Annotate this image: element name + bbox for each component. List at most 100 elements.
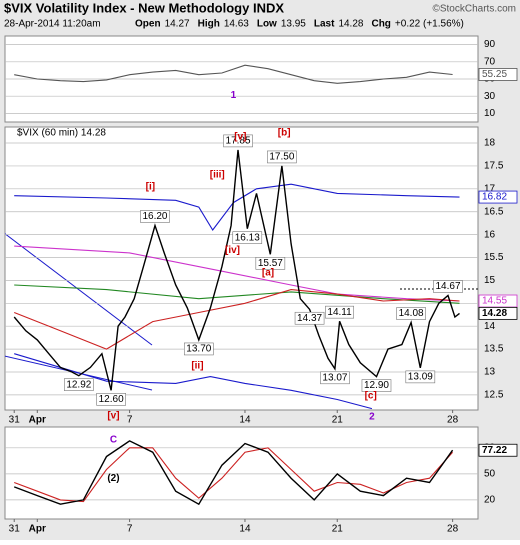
x-tick-label: 14 — [239, 524, 251, 535]
x-tick-label: 7 — [127, 524, 133, 535]
data-label: 15.57 — [258, 258, 283, 269]
plot-area — [5, 440, 478, 506]
data-label: 17.85 — [226, 136, 251, 147]
y-tick-label: 15.5 — [484, 252, 504, 263]
annotation: [a] — [262, 268, 274, 279]
y-tick-label: 15 — [484, 275, 496, 286]
last-value-box — [478, 306, 518, 320]
last-value-label: 16.82 — [482, 192, 507, 203]
x-tick-label: 28 — [447, 524, 459, 535]
annotation: [c] — [365, 390, 377, 401]
data-label-box — [140, 210, 170, 223]
y-tick-label: 17 — [484, 183, 496, 194]
quote-value: 14.28 — [338, 19, 363, 30]
data-label: 16.13 — [235, 232, 260, 243]
last-value-box — [478, 190, 518, 204]
series-line — [14, 447, 454, 503]
annotation: [ii] — [191, 361, 203, 372]
plot-area — [5, 44, 478, 114]
annotation: C — [110, 435, 117, 446]
datetime: 28-Apr-2014 11:20am — [4, 19, 101, 30]
quote-value: 13.95 — [281, 19, 306, 30]
x-tick-label: 31 — [9, 524, 21, 535]
trendline — [5, 233, 153, 346]
annotation: (2) — [107, 473, 119, 484]
y-tick-label: 70 — [484, 56, 496, 67]
annotation: [b] — [278, 128, 291, 139]
last-value-label: 77.22 — [482, 445, 507, 456]
annotation: [v] — [107, 411, 119, 422]
x-tick-label: 31 — [9, 415, 21, 426]
data-label: 13.09 — [408, 372, 433, 383]
data-label-box — [433, 280, 463, 293]
x-tick-label: 21 — [332, 415, 344, 426]
y-tick-label: 90 — [484, 39, 496, 50]
y-tick-label: 10 — [484, 108, 496, 119]
data-label: 16.20 — [142, 211, 167, 222]
last-value-box — [478, 68, 518, 81]
quote-label: High — [198, 19, 220, 30]
data-label: 14.08 — [399, 308, 424, 319]
data-label-box — [361, 379, 392, 392]
series-line — [13, 440, 454, 506]
plot-area — [5, 142, 478, 410]
last-value-label: 14.55 — [482, 296, 507, 307]
y-tick-label: 16.5 — [484, 206, 504, 217]
y-tick-label: 30 — [484, 91, 496, 102]
y-tick-label: 50 — [484, 469, 496, 480]
quote-value: 14.63 — [224, 19, 249, 30]
y-tick-label: 16 — [484, 229, 496, 240]
y-tick-label: 12.5 — [484, 390, 504, 401]
data-label: 14.11 — [327, 307, 352, 318]
y-tick-label: 17.5 — [484, 161, 504, 172]
data-label: 12.90 — [364, 380, 389, 391]
data-label-box — [255, 257, 286, 270]
x-tick-label: Apr — [29, 524, 46, 535]
annotation: [v] — [234, 132, 246, 143]
annotation: 2 — [369, 412, 375, 423]
data-label: 13.07 — [322, 372, 347, 383]
chart-title: $VIX Volatility Index - New Methodology … — [4, 0, 284, 15]
series-line — [13, 289, 460, 350]
last-value-label: 14.28 — [482, 308, 507, 319]
data-label-box — [325, 305, 355, 319]
y-tick-label: 13 — [484, 367, 496, 378]
data-label: 13.70 — [186, 344, 211, 355]
series-line — [14, 245, 460, 302]
legend: $VIX (60 min) 14.28 — [17, 128, 106, 139]
data-label-box — [96, 393, 126, 406]
data-label-box — [183, 342, 214, 356]
data-label-box — [396, 307, 426, 320]
data-label-box — [64, 378, 94, 391]
series-line — [13, 149, 460, 391]
panel — [4, 426, 479, 520]
quote-label: Chg — [371, 19, 390, 30]
data-label-box — [405, 370, 436, 384]
x-tick-label: 7 — [127, 415, 133, 426]
quote-label: Last — [314, 19, 335, 30]
x-tick-label: 14 — [239, 415, 251, 426]
panel — [4, 126, 479, 411]
series-line — [14, 64, 453, 84]
quote-label: Low — [257, 19, 277, 30]
data-label-box — [320, 371, 350, 385]
data-label: 17.50 — [269, 152, 294, 163]
data-label: 14.37 — [297, 313, 322, 324]
quote-value: +0.22 (+1.56%) — [395, 19, 464, 30]
data-label-box — [223, 134, 253, 148]
annotation: [i] — [146, 182, 155, 193]
y-tick-label: 18 — [484, 138, 496, 149]
data-label: 14.67 — [435, 281, 460, 292]
annotation: 1 — [231, 90, 237, 101]
quote-value: 14.27 — [165, 19, 190, 30]
x-tick-label: Apr — [29, 415, 46, 426]
data-label-box — [267, 150, 297, 164]
y-tick-label: 20 — [484, 495, 496, 506]
series-line — [14, 284, 460, 304]
y-tick-label: 13.5 — [484, 344, 504, 355]
last-value-box — [478, 443, 518, 457]
x-tick-label: 28 — [447, 415, 459, 426]
annotation: [iii] — [210, 170, 225, 181]
annotation: [iv] — [225, 245, 240, 256]
